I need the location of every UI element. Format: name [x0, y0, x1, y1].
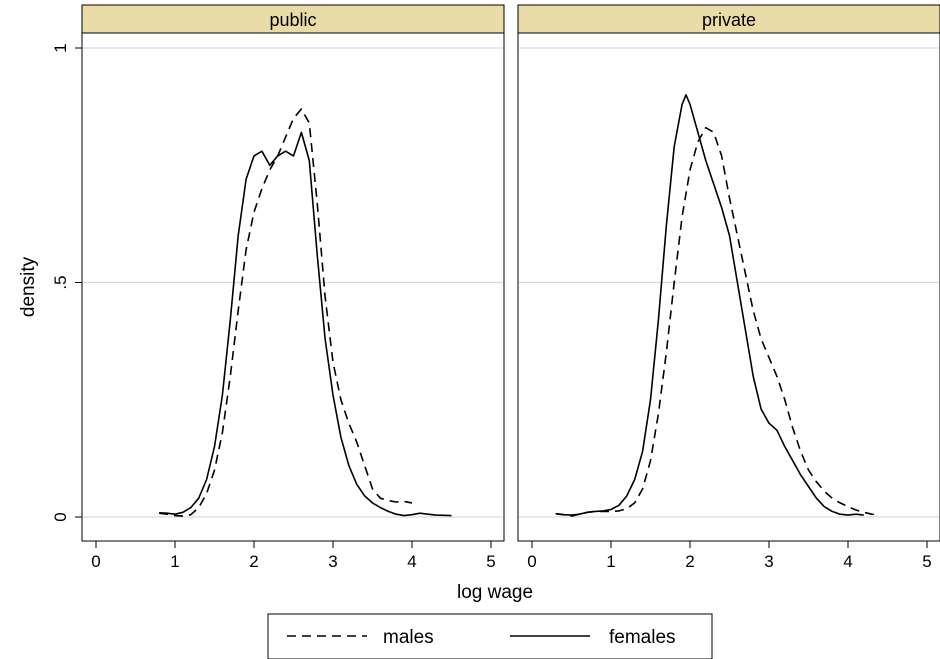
y-tick-label-2: 1	[51, 43, 70, 52]
panel-public: public 0 1 2 3 4 5	[81, 4, 505, 571]
x-tick-label-private-1: 1	[606, 552, 615, 571]
x-tick-label-public-5: 5	[486, 552, 495, 571]
x-tick-label-private-2: 2	[685, 552, 694, 571]
x-axis-title: log wage	[457, 582, 533, 603]
series-line-public-females	[159, 131, 452, 517]
y-tick-label-0: 0	[51, 512, 70, 521]
grid-lines-private	[519, 47, 939, 518]
series-line-public-males	[159, 108, 413, 517]
plot-frame-private	[517, 32, 940, 542]
x-axis-ticks-public: 0 1 2 3 4 5	[91, 541, 496, 571]
x-tick-label-public-0: 0	[91, 552, 100, 571]
y-axis-title: density	[18, 256, 39, 317]
panel-title-public: public	[269, 10, 316, 30]
x-tick-label-public-2: 2	[249, 552, 258, 571]
series-group-private	[555, 94, 880, 517]
x-tick-label-private-5: 5	[922, 552, 931, 571]
legend-label-females: females	[609, 627, 676, 648]
x-tick-label-private-4: 4	[843, 552, 852, 571]
x-tick-label-private-0: 0	[527, 552, 536, 571]
panel-strip-private	[517, 4, 940, 34]
panel-title-private: private	[702, 10, 756, 30]
x-tick-label-private-3: 3	[764, 552, 773, 571]
legend-box	[267, 613, 713, 659]
y-tick-label-1: .5	[51, 275, 70, 289]
series-group-public	[159, 108, 452, 517]
x-tick-label-public-1: 1	[170, 552, 179, 571]
y-axis: 0.51	[51, 43, 82, 522]
legend-label-males: males	[383, 627, 434, 648]
panel-strip-public	[81, 4, 505, 34]
x-axis-ticks-private: 0 1 2 3 4 5	[527, 541, 932, 571]
x-tick-label-public-4: 4	[407, 552, 416, 571]
legend: males females	[267, 613, 713, 659]
grid-lines-public	[83, 47, 503, 518]
series-line-private-females	[555, 94, 864, 516]
x-tick-label-public-3: 3	[328, 552, 337, 571]
series-line-private-males	[555, 126, 880, 517]
panel-private: private 0 1 2 3 4 5	[517, 4, 940, 571]
plot-frame-public	[81, 32, 505, 542]
